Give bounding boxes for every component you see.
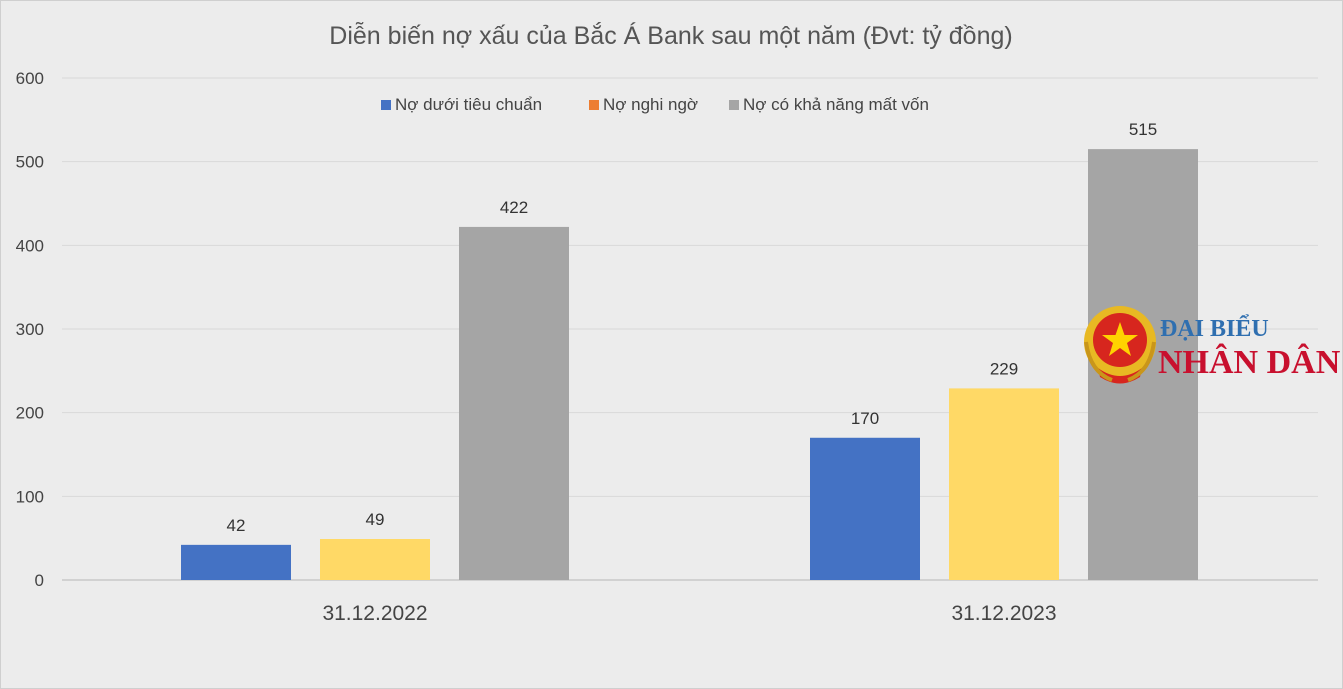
- y-tick-label: 400: [16, 236, 44, 255]
- data-label: 422: [500, 198, 528, 217]
- watermark-line2: NHÂN DÂN: [1158, 343, 1341, 381]
- chart-title: Diễn biến nợ xấu của Bắc Á Bank sau một …: [329, 21, 1012, 50]
- data-label: 49: [366, 510, 385, 529]
- national-emblem-icon: [1084, 306, 1156, 384]
- bar: [181, 544, 291, 580]
- bar: [949, 388, 1059, 580]
- legend-label: Nợ có khả năng mất vốn: [743, 95, 929, 114]
- legend[interactable]: Nợ dưới tiêu chuẩn Nợ nghi ngờ Nợ có khả n…: [381, 95, 929, 114]
- legend-swatch: [381, 100, 391, 110]
- x-category-label: 31.12.2023: [951, 602, 1056, 625]
- y-tick-label: 500: [16, 153, 44, 172]
- y-tick-label: 0: [35, 571, 44, 590]
- y-tick-label: 200: [16, 404, 44, 423]
- legend-label: Nợ nghi ngờ: [603, 95, 698, 114]
- bars: [181, 149, 1198, 580]
- bar: [459, 226, 569, 580]
- legend-swatch: [729, 100, 739, 110]
- legend-label: Nợ dưới tiêu chuẩn: [395, 95, 542, 114]
- data-label: 42: [227, 516, 246, 535]
- y-tick-label: 100: [16, 487, 44, 506]
- bar: [320, 539, 430, 580]
- x-category-label: 31.12.2022: [322, 602, 427, 625]
- watermark-logo: ĐẠI BIỂU NHÂN DÂN: [1084, 306, 1341, 384]
- data-label: 170: [851, 409, 879, 428]
- legend-swatch: [589, 100, 599, 110]
- bar: [810, 437, 920, 580]
- x-axis-categories: 31.12.2022 31.12.2023: [322, 602, 1056, 625]
- data-label: 515: [1129, 120, 1157, 139]
- y-tick-label: 300: [16, 320, 44, 339]
- y-tick-label: 600: [16, 69, 44, 88]
- data-label: 229: [990, 359, 1018, 378]
- y-axis-ticks: 0 100 200 300 400 500 600: [16, 69, 44, 590]
- watermark-line1: ĐẠI BIỂU: [1160, 315, 1269, 342]
- data-labels: 42 49 422 170 229 515: [227, 120, 1158, 535]
